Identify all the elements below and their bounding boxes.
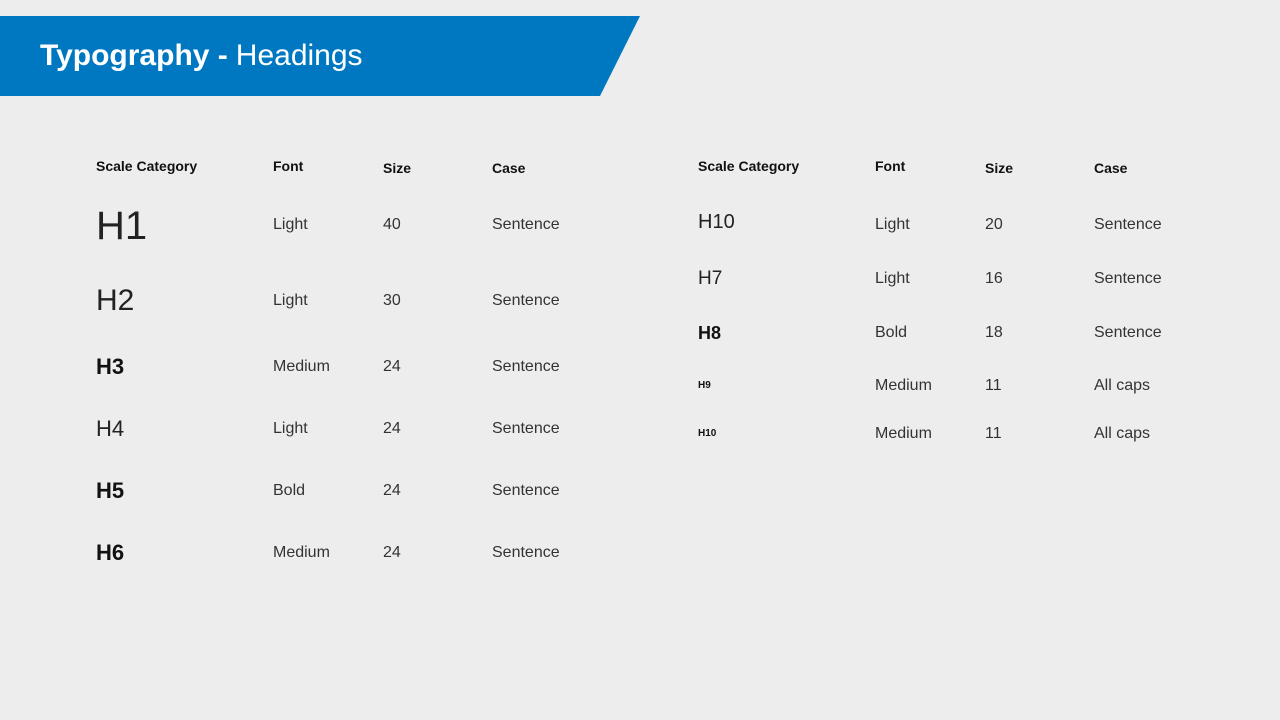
right-header-font: Font: [875, 158, 906, 174]
row-category: H1: [96, 204, 148, 248]
row-font: Light: [273, 292, 308, 309]
row-size: 24: [383, 544, 401, 561]
row-font: Medium: [875, 425, 932, 442]
row-size: 18: [985, 324, 1003, 341]
row-font: Light: [273, 216, 308, 233]
row-case: Sentence: [492, 544, 560, 561]
right-header-scale-category: Scale Category: [698, 158, 800, 174]
page-title-light: Headings: [235, 39, 363, 72]
row-font: Light: [875, 216, 910, 233]
row-category: H5: [96, 478, 125, 503]
left-header-scale-category: Scale Category: [96, 158, 198, 174]
row-case: All caps: [1094, 377, 1151, 394]
page-title-bold: Typography -: [40, 39, 228, 72]
row-font: Medium: [273, 358, 330, 375]
row-category: H8: [698, 323, 722, 343]
row-category: H10: [698, 211, 735, 233]
row-size: 30: [383, 292, 401, 309]
row-category: H2: [96, 284, 135, 317]
right-header-size: Size: [985, 160, 1014, 176]
row-case: Sentence: [1094, 216, 1162, 233]
row-case: Sentence: [1094, 270, 1162, 287]
row-category: H4: [96, 416, 125, 441]
row-size: 24: [383, 420, 401, 437]
row-size: 16: [985, 270, 1003, 287]
row-case: All caps: [1094, 425, 1151, 442]
row-category: H6: [96, 540, 125, 565]
left-header-font: Font: [273, 158, 304, 174]
row-font: Light: [875, 270, 910, 287]
row-case: Sentence: [492, 358, 560, 375]
row-category: H3: [96, 354, 125, 379]
row-font: Bold: [875, 324, 908, 341]
row-case: Sentence: [492, 292, 560, 309]
page-title: Typography - Headings: [40, 16, 363, 96]
row-size: 20: [985, 216, 1003, 233]
row-size: 11: [985, 425, 1002, 442]
row-font: Medium: [875, 377, 932, 394]
row-size: 24: [383, 358, 401, 375]
row-font: Bold: [273, 482, 306, 499]
row-font: Light: [273, 420, 308, 437]
row-category: H7: [698, 268, 723, 289]
row-category: H10: [698, 428, 717, 439]
row-size: 40: [383, 216, 401, 233]
row-size: 24: [383, 482, 401, 499]
row-size: 11: [985, 377, 1002, 394]
row-case: Sentence: [492, 482, 560, 499]
row-case: Sentence: [492, 420, 560, 437]
row-case: Sentence: [492, 216, 560, 233]
title-banner: Typography - Headings: [0, 16, 640, 96]
left-header-case: Case: [492, 160, 526, 176]
row-category: H9: [698, 380, 711, 391]
left-header-size: Size: [383, 160, 412, 176]
row-case: Sentence: [1094, 324, 1162, 341]
right-header-case: Case: [1094, 160, 1128, 176]
row-font: Medium: [273, 544, 330, 561]
